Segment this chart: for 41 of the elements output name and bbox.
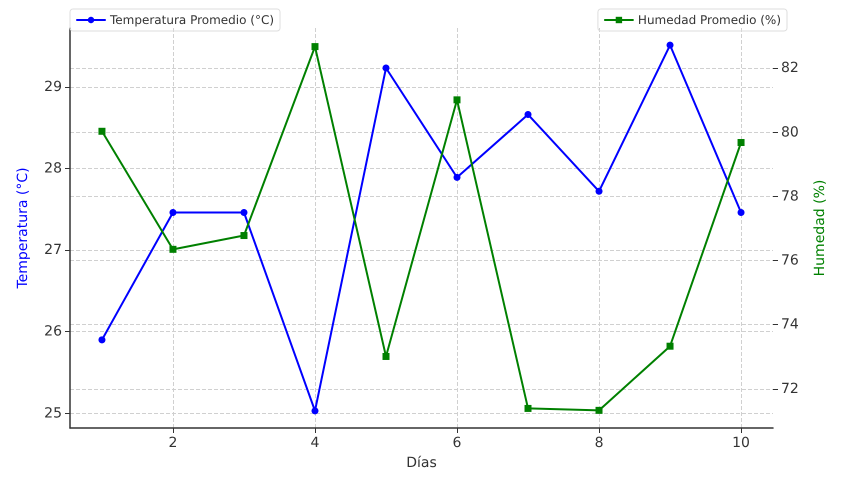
y-tick-label: 29 <box>44 78 62 95</box>
point <box>311 43 318 50</box>
point <box>98 336 106 344</box>
point <box>596 406 603 414</box>
y-tick-label: 26 <box>44 324 62 340</box>
point <box>738 208 745 216</box>
point <box>524 404 532 412</box>
y-tick-label: 27 <box>44 242 62 258</box>
point <box>169 246 176 253</box>
point <box>240 232 248 240</box>
legend-label: Humedad Promedio (%) <box>638 13 782 27</box>
point <box>169 208 176 216</box>
point <box>666 342 674 350</box>
point <box>454 174 461 181</box>
y2-tick-label: 82 <box>781 60 799 76</box>
y-tick-label: 28 <box>44 160 62 176</box>
x-tick-label: 8 <box>594 435 604 451</box>
point <box>240 208 248 216</box>
point <box>596 188 603 195</box>
x-tick-label: 10 <box>732 435 750 451</box>
x-tick-label: 2 <box>168 435 178 451</box>
y-axis-title: Temperatura (°C) <box>15 167 31 290</box>
x-axis-title: Días <box>406 455 437 471</box>
y-tick-label: 25 <box>44 405 62 422</box>
legend-label: Temperatura Promedio (°C) <box>109 13 274 27</box>
point <box>738 139 745 146</box>
y2-tick-label: 78 <box>781 188 799 204</box>
x-tick-label: 6 <box>452 435 462 451</box>
point <box>98 128 106 135</box>
x-tick-label: 4 <box>310 435 320 451</box>
point <box>666 42 674 49</box>
point <box>311 407 318 414</box>
y2-tick-label: 76 <box>781 252 799 269</box>
point <box>382 352 390 360</box>
point <box>524 111 532 118</box>
point <box>454 96 461 104</box>
y2-axis-title: Humedad (%) <box>812 180 828 276</box>
y2-tick-label: 80 <box>781 124 799 140</box>
y2-tick-label: 74 <box>781 316 799 333</box>
point <box>382 64 390 72</box>
y2-tick-label: 72 <box>781 380 799 397</box>
